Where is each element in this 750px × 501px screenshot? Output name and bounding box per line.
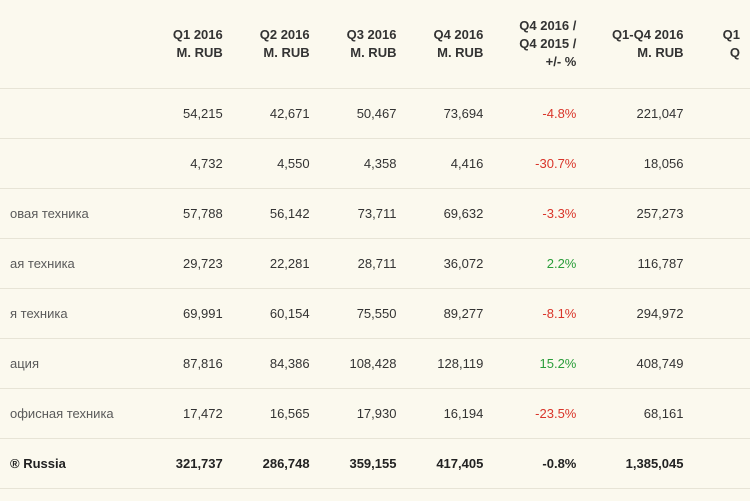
cell-pct: -8.1% xyxy=(493,288,586,338)
cell-ytd: 116,787 xyxy=(586,238,693,288)
col-header-text: M. RUB xyxy=(437,45,483,60)
col-header-text: Q2 2016 xyxy=(260,27,310,42)
table-viewport: Q1 2016 M. RUB Q2 2016 M. RUB Q3 2016 M.… xyxy=(0,0,750,501)
cell-tail xyxy=(693,138,750,188)
col-header-text: Q4 2016 / xyxy=(519,18,576,33)
cell-label xyxy=(0,138,146,188)
col-header-text: M. RUB xyxy=(177,45,223,60)
table-row: овая техника57,78856,14273,71169,632-3.3… xyxy=(0,188,750,238)
col-header-text: M. RUB xyxy=(350,45,396,60)
cell-q2: 22,281 xyxy=(233,238,320,288)
cell-ytd: 68,161 xyxy=(586,388,693,438)
table-row: офисная техника17,47216,56517,93016,194-… xyxy=(0,388,750,438)
cell-q1: 17,472 xyxy=(146,388,233,438)
table-row: 4,7324,5504,3584,416-30.7%18,056 xyxy=(0,138,750,188)
col-header-text: Q xyxy=(730,45,740,60)
financial-table: Q1 2016 M. RUB Q2 2016 M. RUB Q3 2016 M.… xyxy=(0,0,750,489)
cell-q2: 42,671 xyxy=(233,88,320,138)
cell-q4: 69,632 xyxy=(406,188,493,238)
col-header-q1: Q1 2016 M. RUB xyxy=(146,0,233,88)
cell-tail xyxy=(693,188,750,238)
cell-q3: 4,358 xyxy=(320,138,407,188)
cell-q2: 4,550 xyxy=(233,138,320,188)
col-header-text: Q1 xyxy=(723,27,740,42)
cell-q1: 321,737 xyxy=(146,438,233,488)
table-row: 54,21542,67150,46773,694-4.8%221,047 xyxy=(0,88,750,138)
cell-q2: 60,154 xyxy=(233,288,320,338)
col-header-text: Q1-Q4 2016 xyxy=(612,27,684,42)
col-header-text: +/- % xyxy=(546,54,577,69)
cell-label: офисная техника xyxy=(0,388,146,438)
cell-pct: -30.7% xyxy=(493,138,586,188)
cell-ytd: 294,972 xyxy=(586,288,693,338)
cell-q2: 84,386 xyxy=(233,338,320,388)
cell-q3: 28,711 xyxy=(320,238,407,288)
cell-tail xyxy=(693,338,750,388)
cell-label xyxy=(0,88,146,138)
cell-q2: 16,565 xyxy=(233,388,320,438)
cell-q3: 17,930 xyxy=(320,388,407,438)
cell-q1: 4,732 xyxy=(146,138,233,188)
cell-q1: 57,788 xyxy=(146,188,233,238)
col-header-pct: Q4 2016 / Q4 2015 / +/- % xyxy=(493,0,586,88)
col-header-q4: Q4 2016 M. RUB xyxy=(406,0,493,88)
cell-q4: 89,277 xyxy=(406,288,493,338)
table-header-row: Q1 2016 M. RUB Q2 2016 M. RUB Q3 2016 M.… xyxy=(0,0,750,88)
col-header-q3: Q3 2016 M. RUB xyxy=(320,0,407,88)
cell-q4: 36,072 xyxy=(406,238,493,288)
table-body: 54,21542,67150,46773,694-4.8%221,0474,73… xyxy=(0,88,750,488)
col-header-ytd: Q1-Q4 2016 M. RUB xyxy=(586,0,693,88)
cell-tail xyxy=(693,288,750,338)
col-header-text: Q1 2016 xyxy=(173,27,223,42)
cell-pct: -3.3% xyxy=(493,188,586,238)
cell-q3: 75,550 xyxy=(320,288,407,338)
table-row: я техника69,99160,15475,55089,277-8.1%29… xyxy=(0,288,750,338)
col-header-text: M. RUB xyxy=(263,45,309,60)
cell-tail xyxy=(693,88,750,138)
cell-q3: 50,467 xyxy=(320,88,407,138)
cell-q4: 4,416 xyxy=(406,138,493,188)
col-header-q2: Q2 2016 M. RUB xyxy=(233,0,320,88)
cell-pct: -0.8% xyxy=(493,438,586,488)
cell-q4: 16,194 xyxy=(406,388,493,438)
table-row: ация87,81684,386108,428128,11915.2%408,7… xyxy=(0,338,750,388)
cell-pct: -23.5% xyxy=(493,388,586,438)
cell-pct: 15.2% xyxy=(493,338,586,388)
cell-q1: 87,816 xyxy=(146,338,233,388)
cell-label: я техника xyxy=(0,288,146,338)
cell-q1: 69,991 xyxy=(146,288,233,338)
table-row: ая техника29,72322,28128,71136,0722.2%11… xyxy=(0,238,750,288)
cell-q1: 29,723 xyxy=(146,238,233,288)
cell-q4: 417,405 xyxy=(406,438,493,488)
cell-tail xyxy=(693,388,750,438)
cell-tail xyxy=(693,438,750,488)
cell-q4: 73,694 xyxy=(406,88,493,138)
col-header-text: M. RUB xyxy=(637,45,683,60)
cell-label: ая техника xyxy=(0,238,146,288)
table-total-row: ® Russia321,737286,748359,155417,405-0.8… xyxy=(0,438,750,488)
cell-ytd: 221,047 xyxy=(586,88,693,138)
cell-ytd: 408,749 xyxy=(586,338,693,388)
cell-tail xyxy=(693,238,750,288)
cell-q1: 54,215 xyxy=(146,88,233,138)
cell-q2: 286,748 xyxy=(233,438,320,488)
col-header-label xyxy=(0,0,146,88)
cell-label: овая техника xyxy=(0,188,146,238)
col-header-text: Q4 2016 xyxy=(433,27,483,42)
col-header-text: Q3 2016 xyxy=(347,27,397,42)
cell-pct: 2.2% xyxy=(493,238,586,288)
cell-pct: -4.8% xyxy=(493,88,586,138)
cell-label: ® Russia xyxy=(0,438,146,488)
cell-q3: 73,711 xyxy=(320,188,407,238)
cell-label: ация xyxy=(0,338,146,388)
cell-ytd: 1,385,045 xyxy=(586,438,693,488)
cell-q4: 128,119 xyxy=(406,338,493,388)
cell-q3: 359,155 xyxy=(320,438,407,488)
col-header-text: Q4 2015 / xyxy=(519,36,576,51)
cell-q3: 108,428 xyxy=(320,338,407,388)
cell-ytd: 257,273 xyxy=(586,188,693,238)
cell-ytd: 18,056 xyxy=(586,138,693,188)
col-header-tail: Q1 Q xyxy=(693,0,750,88)
cell-q2: 56,142 xyxy=(233,188,320,238)
